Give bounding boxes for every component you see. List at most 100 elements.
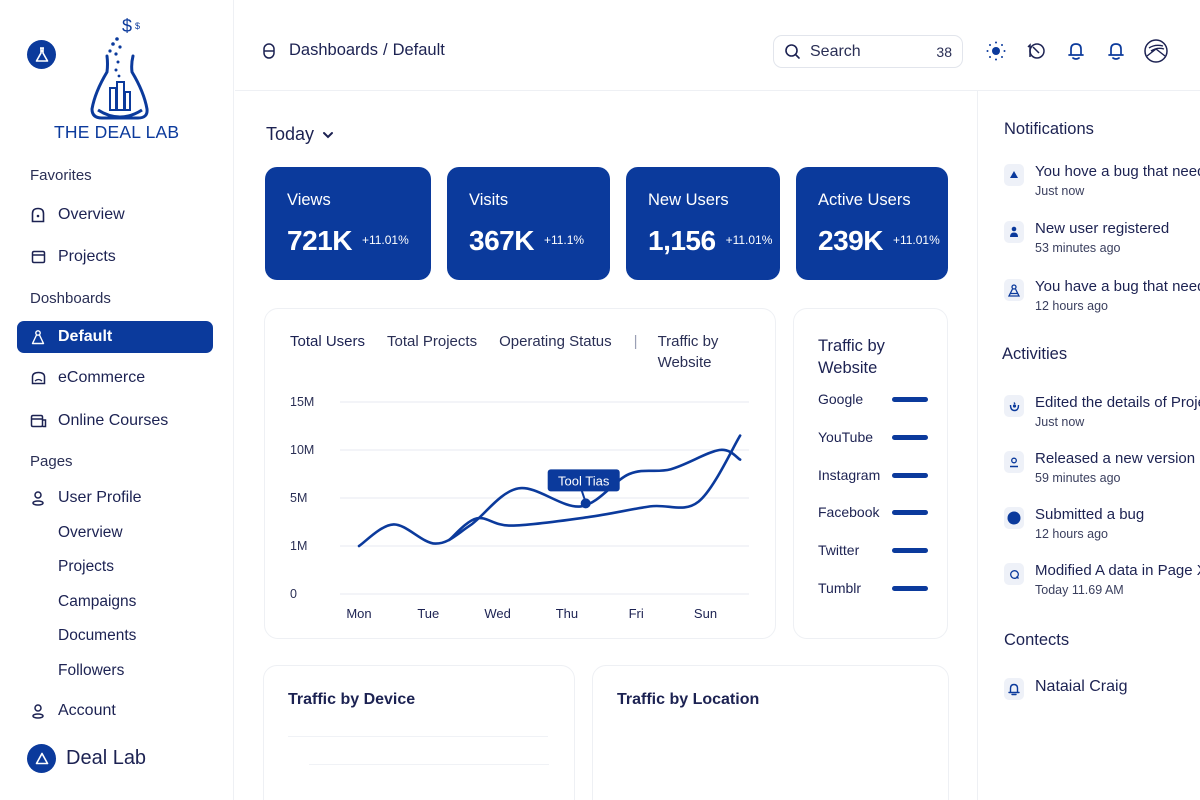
search-input[interactable]: Search 38 xyxy=(773,35,963,68)
sidebar-item-projects[interactable]: Projects xyxy=(17,241,213,273)
website-name: YouTube xyxy=(818,429,874,445)
total-users-chart-card: Total Users Total Projects Operating Sta… xyxy=(264,308,776,639)
activity-text: Modified A data in Page X xyxy=(1035,562,1200,579)
stat-value-wrap: 721K +11.01% xyxy=(287,225,409,257)
notification-text: You have a bug that needs xyxy=(1035,278,1200,295)
activity-text: Submitted a bug xyxy=(1035,506,1145,523)
activity-item[interactable]: Modified A data in Page X Today 11.69 AM xyxy=(1004,561,1200,600)
history-icon[interactable] xyxy=(1023,38,1049,64)
svg-text:$: $ xyxy=(122,16,132,36)
globe-icon[interactable] xyxy=(1143,38,1169,64)
cart-icon xyxy=(29,369,47,387)
traffic-by-location-title: Traffic by Location xyxy=(617,691,760,708)
sidebar-item-online-courses[interactable]: Online Courses xyxy=(17,405,213,437)
sidebar-item-label: Default xyxy=(58,328,113,345)
search-icon xyxy=(1004,563,1024,585)
website-bar xyxy=(892,434,928,440)
traffic-by-device-card: Traffic by Device xyxy=(263,665,575,800)
activity-item[interactable]: Submitted a bug 12 hours ago xyxy=(1004,505,1144,544)
traffic-by-device-title: Traffic by Device xyxy=(288,691,416,708)
deal-lab-logo-icon: $ $ xyxy=(90,16,149,120)
contact-name: Nataial Craig xyxy=(1035,678,1128,695)
stat-card-new-users[interactable]: New Users 1,156 +11.01% xyxy=(626,167,780,280)
sidebar-subitem-projects[interactable]: Projects xyxy=(58,558,114,575)
sidebar-item-label: eCommerce xyxy=(58,369,146,386)
stat-card-active-users[interactable]: Active Users 239K +11.01% xyxy=(796,167,948,280)
sidebar-subitem-documents[interactable]: Documents xyxy=(58,627,137,644)
bell-icon[interactable] xyxy=(1103,38,1129,64)
sidebar-subitem-followers[interactable]: Followers xyxy=(58,662,125,679)
stat-value: 239K xyxy=(818,225,883,256)
sidebar-item-overview[interactable]: Overview xyxy=(17,199,213,231)
website-row[interactable]: Google xyxy=(818,391,928,407)
breadcrumb-default: Default xyxy=(392,41,445,59)
brand-avatar[interactable] xyxy=(27,40,56,69)
notification-item[interactable]: You hove a bug that needs Just now xyxy=(1004,162,1200,201)
notification-time: Just now xyxy=(1035,184,1085,198)
sidebar-subitem-campaigns[interactable]: Campaigns xyxy=(58,593,137,610)
bell-icon[interactable] xyxy=(1063,38,1089,64)
stat-label: Active Users xyxy=(818,191,911,209)
edit-icon xyxy=(1004,395,1024,417)
traffic-by-website-card: Traffic by Website Google YouTube Instag… xyxy=(793,308,948,639)
stat-card-visits[interactable]: Visits 367K +11.1% xyxy=(447,167,610,280)
dot-icon xyxy=(1004,507,1024,529)
tab-total-users[interactable]: Total Users xyxy=(290,333,366,350)
notification-item[interactable]: You have a bug that needs 12 hours ago xyxy=(1004,277,1200,316)
sidebar-item-user-profile[interactable]: User Profile xyxy=(17,482,213,514)
sidebar-item-ecommerce[interactable]: eCommerce xyxy=(17,362,213,394)
sidebar-item-label: Overview xyxy=(58,206,125,223)
website-row[interactable]: Twitter xyxy=(818,542,928,558)
chart-tabs: Total Users Total Projects Operating Sta… xyxy=(290,333,762,373)
sidebar-item-account[interactable]: Account xyxy=(17,695,213,727)
stat-value: 1,156 xyxy=(648,225,716,256)
website-name: Tumblr xyxy=(818,580,862,596)
activity-text: Released a new version xyxy=(1035,450,1196,467)
activity-item[interactable]: Edited the details of Project X Just now xyxy=(1004,393,1200,432)
activity-time: 59 minutes ago xyxy=(1035,471,1121,485)
bell-icon xyxy=(1004,678,1024,700)
website-name: Facebook xyxy=(818,504,880,520)
activity-time: Today 11.69 AM xyxy=(1035,583,1124,597)
website-row[interactable]: Tumblr xyxy=(818,580,928,596)
sidebar-toggle-icon[interactable] xyxy=(263,42,275,59)
stat-card-views[interactable]: Views 721K +11.01% xyxy=(265,167,431,280)
period-dropdown[interactable]: Today xyxy=(266,124,334,145)
sidebar-subitem-overview[interactable]: Overview xyxy=(58,524,123,541)
tooltip-pointer xyxy=(580,490,587,503)
stat-label: Visits xyxy=(469,191,509,209)
website-row[interactable]: YouTube xyxy=(818,429,928,445)
website-row[interactable]: Instagram xyxy=(818,467,928,483)
tooltip-box xyxy=(547,469,620,492)
divider xyxy=(309,764,549,765)
tab-operating-status[interactable]: Operating Status xyxy=(499,333,612,350)
notification-item[interactable]: New user registered 53 minutes ago xyxy=(1004,219,1169,258)
svg-text:$: $ xyxy=(135,21,140,31)
y-tick-label: 15M xyxy=(290,395,314,409)
user-icon xyxy=(29,702,47,720)
flask-icon xyxy=(1004,279,1024,301)
stat-label: Views xyxy=(287,191,331,209)
sidebar: $ $ THE DEAL LAB Favorites Overview Proj… xyxy=(0,0,234,800)
footer-brand[interactable]: Deal Lab xyxy=(27,744,146,773)
website-name: Google xyxy=(818,391,864,407)
contact-item[interactable]: Nataial Craig xyxy=(1004,676,1127,700)
user-icon xyxy=(1004,451,1024,473)
tab-traffic-by-website[interactable]: Traffic by Website xyxy=(657,333,719,371)
activity-item[interactable]: Released a new version 59 minutes ago xyxy=(1004,449,1195,488)
triangle-logo-icon xyxy=(27,744,56,773)
notification-time: 12 hours ago xyxy=(1035,299,1108,313)
stat-change: +11.01% xyxy=(892,233,940,247)
breadcrumb-dashboards[interactable]: Dashboards xyxy=(289,41,378,59)
sidebar-item-label: Online Courses xyxy=(58,412,169,429)
tab-total-projects[interactable]: Total Projects xyxy=(387,333,478,350)
x-tick-label: Fri xyxy=(629,606,644,621)
notification-text: New user registered xyxy=(1035,220,1170,237)
sidebar-item-default[interactable]: Default xyxy=(17,321,213,353)
sun-icon[interactable] xyxy=(983,38,1009,64)
website-name: Twitter xyxy=(818,542,860,558)
folder-icon xyxy=(29,248,47,266)
website-row[interactable]: Facebook xyxy=(818,504,928,520)
x-tick-label: Thu xyxy=(556,606,578,621)
flask-icon xyxy=(35,46,48,62)
